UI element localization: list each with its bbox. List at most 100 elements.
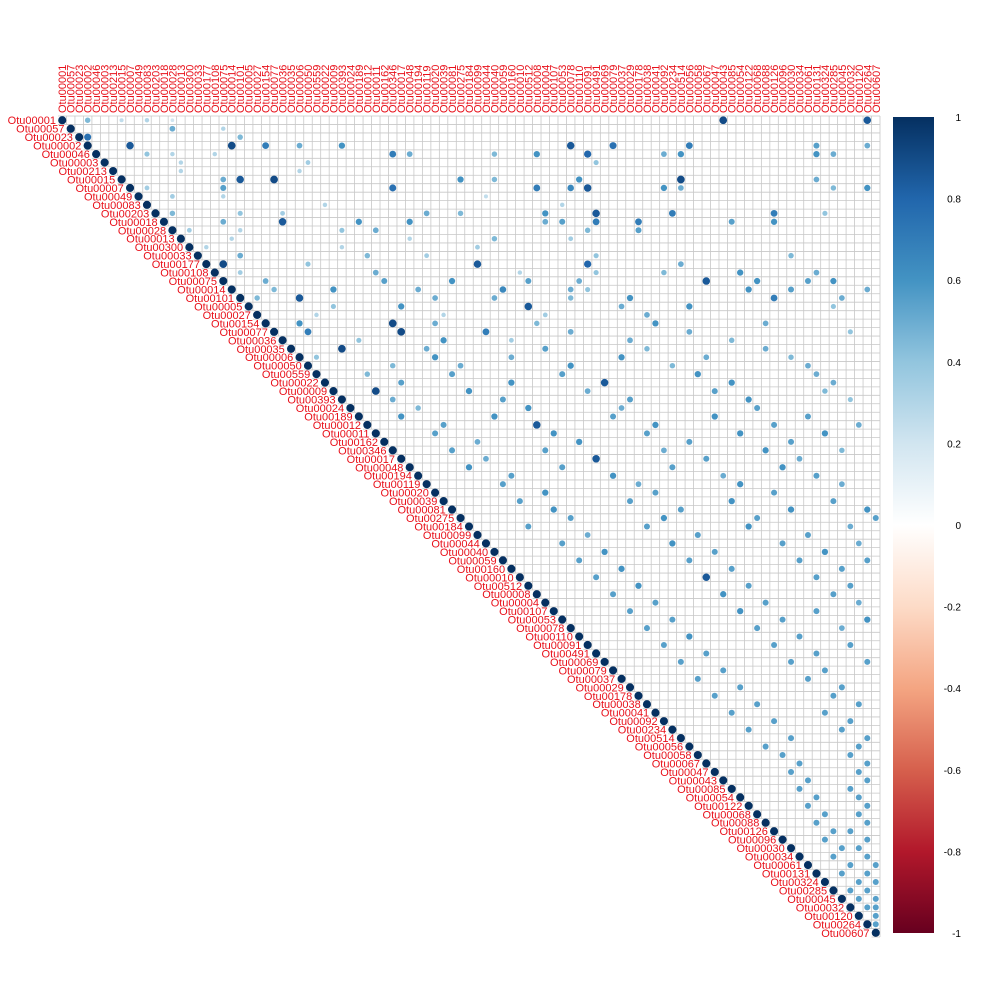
correlation-circle — [686, 328, 693, 335]
correlation-circle — [864, 506, 871, 513]
correlation-circle — [864, 802, 871, 809]
correlation-circle — [609, 472, 617, 479]
matrix-grid — [58, 115, 881, 938]
row-label: Otu00002 — [33, 141, 81, 153]
diagonal-circle — [609, 666, 618, 675]
column-label: Otu00012 — [362, 65, 374, 113]
correlation-circle — [839, 447, 845, 454]
row-label: Otu00075 — [169, 276, 217, 288]
diagonal-circle — [507, 564, 516, 573]
correlation-circle — [610, 413, 617, 420]
diagonal-circle — [693, 750, 702, 760]
correlation-circle — [821, 836, 828, 843]
row-label: Otu00285 — [779, 885, 827, 897]
correlation-circle — [660, 184, 668, 192]
diagonal-circle — [592, 649, 601, 658]
correlation-circle — [566, 141, 575, 150]
correlation-circle — [821, 667, 828, 674]
diagonal-circle — [270, 327, 279, 336]
diagonal-circle — [176, 234, 185, 243]
correlation-circle — [745, 523, 752, 530]
column-label: Otu00184 — [464, 65, 476, 113]
correlation-circle — [745, 726, 752, 733]
column-label: Otu00067 — [701, 65, 713, 113]
diagonal-circle — [719, 776, 728, 785]
correlation-circle — [830, 853, 837, 860]
correlation-circle — [821, 430, 829, 437]
correlation-circle — [576, 278, 583, 284]
row-label: Otu00189 — [304, 411, 352, 423]
diagonal-circle — [380, 437, 389, 446]
correlation-circle — [313, 354, 320, 360]
column-label: Otu00154 — [261, 65, 273, 113]
correlation-circle — [652, 599, 659, 606]
correlation-circle — [304, 328, 312, 336]
row-label: Otu00013 — [126, 234, 174, 246]
correlation-circle — [465, 464, 473, 471]
column-label: Otu00044 — [481, 65, 493, 113]
correlation-circle — [855, 422, 862, 428]
correlation-circle — [601, 548, 608, 556]
correlation-circle — [779, 616, 786, 623]
column-label: Otu00023 — [74, 65, 86, 113]
column-label: Otu00300 — [184, 65, 196, 113]
correlation-circle — [584, 150, 592, 158]
correlation-circle — [525, 278, 532, 285]
correlation-circle — [821, 709, 828, 716]
row-label: Otu00028 — [118, 225, 166, 237]
correlation-circle — [872, 878, 879, 885]
row-label: Otu00015 — [67, 174, 115, 186]
correlation-circle — [643, 625, 650, 632]
correlation-circle — [702, 277, 711, 285]
correlation-circle — [864, 658, 871, 665]
colorbar-gradient — [893, 117, 934, 933]
column-label: Otu00088 — [761, 65, 773, 113]
correlation-circle — [237, 228, 243, 233]
diagonal-circle — [100, 158, 109, 167]
diagonal-circle — [117, 175, 126, 184]
correlation-circle — [457, 362, 464, 369]
row-label: Otu00039 — [389, 496, 437, 508]
diagonal-circle — [244, 302, 253, 311]
correlation-circle — [788, 286, 795, 293]
column-label: Otu00054 — [735, 65, 747, 113]
column-label: Otu00081 — [447, 65, 459, 113]
correlation-circle — [864, 735, 871, 742]
correlation-circle — [788, 768, 795, 775]
correlation-circle — [338, 344, 346, 353]
diagonal-circle — [92, 150, 101, 159]
correlation-circle — [542, 447, 549, 454]
column-label: Otu00004 — [540, 65, 552, 113]
correlation-circle — [271, 286, 277, 293]
correlation-circle — [813, 472, 820, 479]
diagonal-circle — [727, 784, 736, 793]
correlation-circle — [703, 354, 710, 361]
diagonal-circle — [668, 725, 677, 734]
correlation-circle — [627, 498, 634, 505]
column-label: Otu00036 — [278, 65, 290, 113]
correlation-circle — [178, 168, 184, 174]
diagonal-circle — [558, 615, 567, 624]
column-label: Otu00559 — [311, 65, 323, 113]
correlation-circle — [236, 175, 244, 184]
correlation-circle — [677, 185, 684, 191]
correlation-circle — [753, 277, 761, 285]
column-label: Otu00213 — [108, 65, 120, 113]
column-label: Otu00046 — [91, 65, 103, 113]
correlation-circle — [567, 286, 574, 293]
correlation-circle — [864, 286, 871, 293]
column-label: Otu00079 — [608, 65, 620, 113]
correlation-circle — [830, 828, 837, 835]
column-label: Otu00077 — [269, 65, 281, 113]
column-label: Otu00059 — [498, 65, 510, 113]
diagonal-circle — [829, 886, 838, 895]
row-label: Otu00512 — [474, 581, 522, 593]
correlation-circle — [550, 430, 557, 437]
correlation-circle — [847, 718, 854, 725]
diagonal-circle — [812, 869, 821, 878]
correlation-circle — [415, 286, 422, 293]
diagonal-circle — [583, 640, 592, 650]
correlation-circle — [686, 303, 693, 310]
correlation-circle — [864, 557, 871, 564]
correlation-circle — [728, 337, 735, 344]
